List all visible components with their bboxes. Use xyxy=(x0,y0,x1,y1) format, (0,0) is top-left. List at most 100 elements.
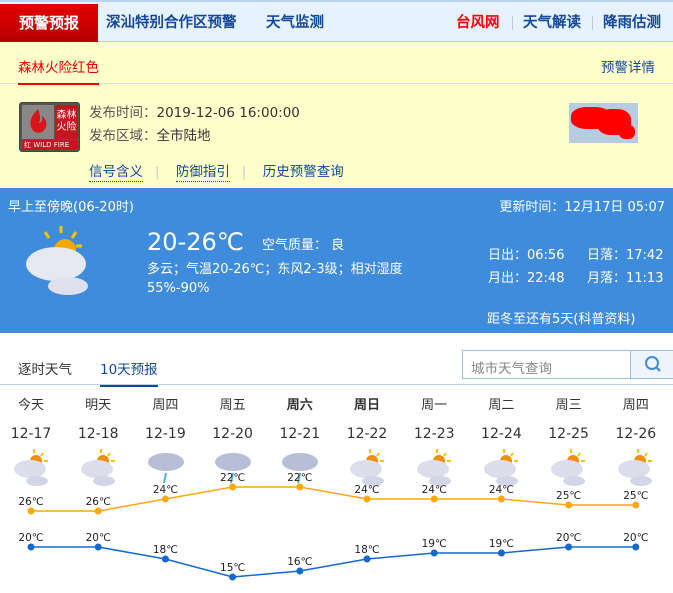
low-temp-label: 15℃ xyxy=(220,562,245,574)
partly-cloudy-icon xyxy=(26,226,88,295)
badge-level: 红 xyxy=(24,141,31,149)
light-rain-icon xyxy=(215,453,252,484)
low-temp-label: 18℃ xyxy=(354,544,379,556)
partly-cloudy-icon xyxy=(13,449,48,486)
search-icon xyxy=(645,356,661,372)
humidity-range: 55%-90% xyxy=(147,281,210,296)
nav-typhoon[interactable]: 台风网 xyxy=(456,15,500,31)
issue-time: 发布时间：2019-12-06 16:00:00 xyxy=(89,105,300,121)
date-label: 12-17 xyxy=(10,426,52,442)
high-temp-label: 24℃ xyxy=(422,484,447,496)
nav-warning-forecast[interactable]: 预警预报 xyxy=(0,4,98,42)
high-temp-point xyxy=(430,495,438,503)
sunrise: 日出：06:56 xyxy=(488,248,565,263)
temperature-range: 20-26℃ xyxy=(147,228,244,256)
date-label: 12-24 xyxy=(481,426,522,442)
high-temp-label: 24℃ xyxy=(489,484,514,496)
low-temp-label: 18℃ xyxy=(153,544,178,556)
date-label: 12-22 xyxy=(346,426,388,442)
low-temp-point xyxy=(632,543,640,551)
date-label: 12-20 xyxy=(212,426,253,442)
divider xyxy=(512,16,513,30)
high-temp-point xyxy=(363,495,371,503)
low-temp-point xyxy=(94,543,102,551)
badge-en: WILD FIRE xyxy=(33,141,70,149)
high-temp-point xyxy=(632,501,640,509)
nav-weather-analysis[interactable]: 天气解读 xyxy=(523,15,581,31)
warning-map-thumbnail[interactable] xyxy=(569,103,638,143)
partly-cloudy-icon xyxy=(416,449,451,486)
day-label: 今天 xyxy=(17,398,44,413)
partly-cloudy-icon xyxy=(551,449,586,486)
high-temp-label: 22℃ xyxy=(287,472,312,484)
nav-weather-monitor[interactable]: 天气监测 xyxy=(266,15,324,31)
warning-detail-link[interactable]: 预警详情 xyxy=(601,60,655,76)
moonrise: 月出：22:48 xyxy=(488,271,565,286)
partly-cloudy-icon xyxy=(349,449,384,486)
moonset: 月落：11:13 xyxy=(587,271,664,286)
forecast-tabs: 逐时天气 10天预报 xyxy=(0,333,673,387)
low-temp-label: 20℃ xyxy=(623,532,648,544)
low-temp-point xyxy=(296,567,304,575)
low-temp-line xyxy=(31,546,636,578)
solar-term-link[interactable]: 距冬至还有5天(科普资料) xyxy=(487,312,636,327)
high-temp-point xyxy=(94,507,102,515)
sunset: 日落：17:42 xyxy=(587,248,664,263)
warning-panel: 森林火险红色 预警详情 xyxy=(0,42,673,188)
high-temp-label: 22℃ xyxy=(220,472,245,484)
signal-meaning-link[interactable]: 信号含义 xyxy=(89,164,143,182)
top-nav: 预警预报 深汕特别合作区预警 天气监测 台风网 天气解读 降雨估测 xyxy=(0,0,673,42)
day-label: 周日 xyxy=(353,398,380,413)
low-temp-label: 20℃ xyxy=(86,532,111,544)
low-temp-point xyxy=(363,555,371,563)
day-label: 周一 xyxy=(421,398,448,413)
high-temp-point xyxy=(497,495,505,503)
badge-footer: 红 WILD FIRE xyxy=(22,140,78,150)
date-label: 12-23 xyxy=(413,426,455,442)
warning-tab[interactable]: 森林火险红色 xyxy=(18,56,99,85)
low-temp-label: 19℃ xyxy=(422,538,447,550)
history-warning-link[interactable]: 历史预警查询 xyxy=(262,164,344,180)
high-temp-label: 26℃ xyxy=(86,496,111,508)
badge-title: 森林火险 xyxy=(55,105,78,139)
day-label: 周六 xyxy=(286,398,313,413)
high-temp-point xyxy=(296,483,304,491)
date-label: 12-25 xyxy=(548,426,589,442)
divider xyxy=(592,16,593,30)
city-search-input[interactable]: 城市天气查询 xyxy=(471,361,552,377)
high-temp-label: 24℃ xyxy=(153,484,178,496)
high-temp-label: 25℃ xyxy=(623,490,648,502)
low-temp-label: 20℃ xyxy=(18,532,43,544)
high-temp-point xyxy=(27,507,35,515)
light-rain-icon xyxy=(282,453,319,484)
city-search: 城市天气查询 xyxy=(462,350,673,379)
high-temp-label: 25℃ xyxy=(556,490,581,502)
high-temp-point xyxy=(565,501,573,509)
air-quality: 空气质量： 良 xyxy=(262,238,345,253)
low-temp-point xyxy=(27,543,35,551)
tab-hourly[interactable]: 逐时天气 xyxy=(18,362,72,378)
tab-10-day[interactable]: 10天预报 xyxy=(100,358,158,387)
temperature-chart: 26℃ 26℃ 24℃ 22℃ 22℃ 24℃ 24℃ 24℃ 25℃ 25℃ 20℃ 20℃ 18℃ 1… xyxy=(18,472,648,581)
defense-guide-link[interactable]: 防御指引 xyxy=(175,164,230,182)
current-weather-panel: 早上至傍晚(06-20时) 更新时间：12月17日 05:07 20-26℃ 空… xyxy=(0,188,673,333)
low-temp-point xyxy=(430,549,438,557)
search-button[interactable] xyxy=(630,351,673,378)
low-temp-label: 20℃ xyxy=(556,532,581,544)
high-temp-point xyxy=(229,483,237,491)
partly-cloudy-icon xyxy=(483,449,518,486)
nav-rain-estimate[interactable]: 降雨估测 xyxy=(603,15,661,31)
day-label: 周二 xyxy=(488,398,515,413)
date-label: 12-26 xyxy=(615,426,657,442)
high-temp-point xyxy=(161,495,169,503)
nav-shenshan-warning[interactable]: 深汕特别合作区预警 xyxy=(106,15,237,31)
low-temp-point xyxy=(497,549,505,557)
high-temp-label: 26℃ xyxy=(18,496,43,508)
warning-links: 信号含义 | 防御指引 | 历史预警查询 xyxy=(89,164,344,182)
low-temp-point xyxy=(565,543,573,551)
issue-area: 发布区域：全市陆地 xyxy=(89,128,211,144)
forecast-period: 早上至傍晚(06-20时) xyxy=(8,200,134,215)
forest-fire-red-icon: 森林火险 红 WILD FIRE xyxy=(19,102,80,152)
partly-cloudy-icon xyxy=(80,449,115,486)
low-temp-label: 16℃ xyxy=(287,556,312,568)
